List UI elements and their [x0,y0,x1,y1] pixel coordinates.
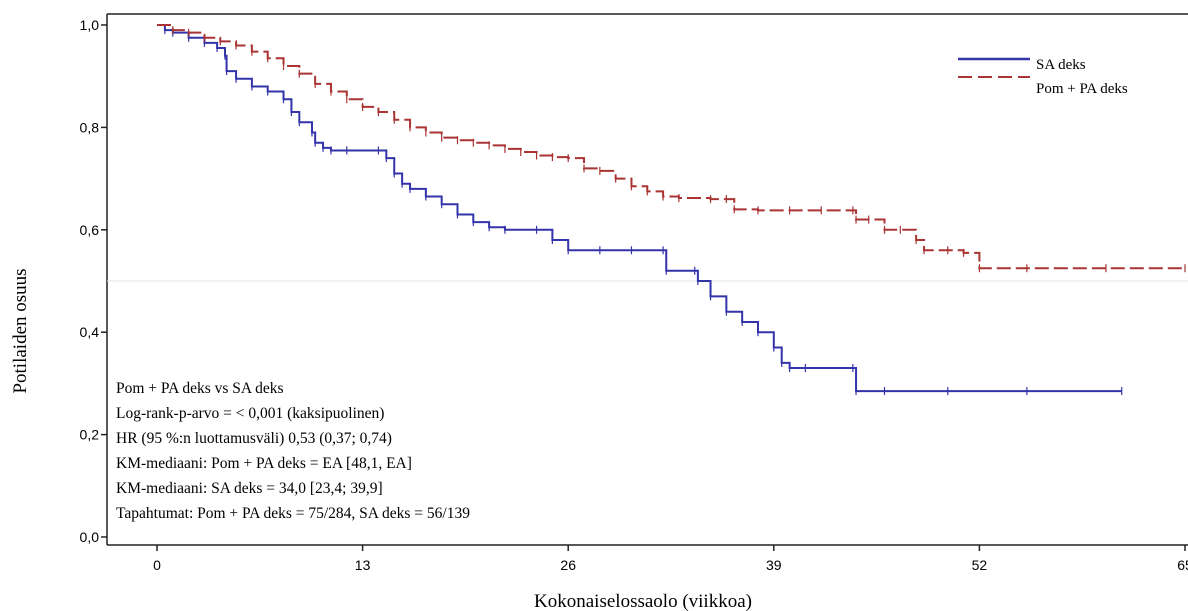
x-tick-label: 0 [153,557,161,573]
x-tick-label: 52 [972,557,988,573]
legend: SA deks Pom + PA deks [958,57,1128,97]
annotation-line: Tapahtumat: Pom + PA deks = 75/284, SA d… [116,505,470,522]
series-group [157,24,1186,396]
y-tick-label: 0,2 [80,427,100,443]
x-tick-label: 39 [766,557,782,573]
plot-area [106,13,1188,546]
stats-annotation: Pom + PA deks vs SA deks Log-rank-p-arvo… [116,380,470,522]
y-axis-label: Potilaiden osuus [10,268,31,393]
y-tick-label: 1,0 [80,17,100,33]
annotation-line: KM-mediaani: SA deks = 34,0 [23,4; 39,9] [116,480,383,497]
x-tick-label: 13 [355,557,371,573]
x-axis-label: Kokonaiselossaolo (viikkoa) [534,591,752,611]
y-tick-label: 0,8 [80,119,100,135]
legend-label-sa-deks: SA deks [1036,57,1086,73]
annotation-line: HR (95 %:n luottamusväli) 0,53 (0,37; 0,… [116,430,392,447]
annotation-line: Log-rank-p-arvo = < 0,001 (kaksipuolinen… [116,405,384,422]
legend-label-pom-pa-deks: Pom + PA deks [1036,81,1128,97]
annotation-line: Pom + PA deks vs SA deks [116,380,284,397]
x-tick-label: 26 [560,557,576,573]
x-tick-label: 65 [1177,557,1188,573]
y-tick-label: 0,6 [80,222,100,238]
y-axis: 0,0 0,2 0,4 0,6 0,8 1,0 [80,17,107,545]
y-tick-label: 0,4 [80,324,100,340]
x-axis: 0 13 26 39 52 65 [153,545,1188,573]
annotation-line: KM-mediaani: Pom + PA deks = EA [48,1, E… [116,455,412,472]
y-tick-label: 0,0 [80,529,100,545]
